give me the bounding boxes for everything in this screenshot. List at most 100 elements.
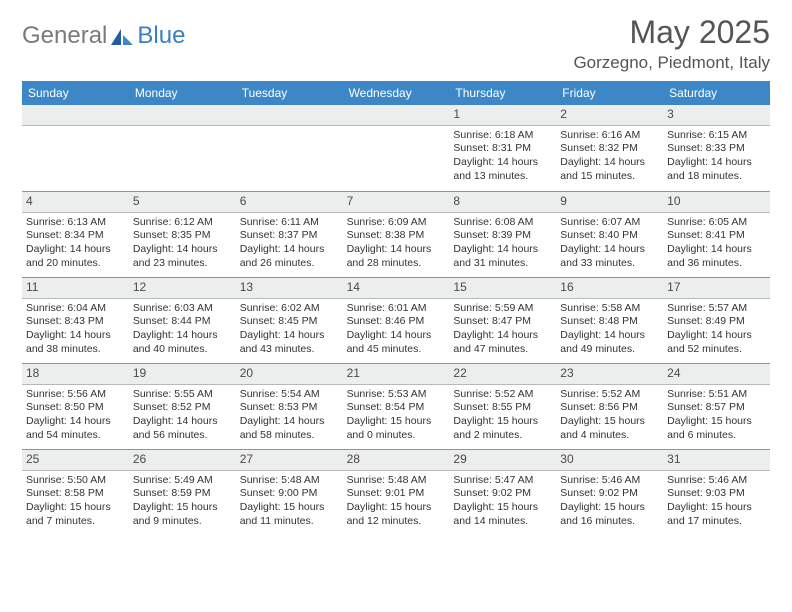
day-number-row: 16 [556, 277, 663, 299]
day-number-row: 28 [343, 449, 450, 471]
sunrise-text: Sunrise: 6:07 AM [560, 216, 659, 230]
sunrise-text: Sunrise: 6:04 AM [26, 302, 125, 316]
daylight-text: Daylight: 14 hours and 47 minutes. [453, 329, 552, 356]
dayname-header: Tuesday [236, 81, 343, 105]
sunset-text: Sunset: 8:54 PM [347, 401, 446, 415]
sunrise-text: Sunrise: 6:08 AM [453, 216, 552, 230]
calendar-page: General Blue May 2025 Gorzegno, Piedmont… [0, 0, 792, 545]
day-number-row: 15 [449, 277, 556, 299]
day-number: 4 [26, 194, 33, 208]
sunrise-text: Sunrise: 5:48 AM [347, 474, 446, 488]
calendar-day-cell: 31Sunrise: 5:46 AMSunset: 9:03 PMDayligh… [663, 449, 770, 535]
sunrise-text: Sunrise: 6:11 AM [240, 216, 339, 230]
day-number-row: 11 [22, 277, 129, 299]
title-block: May 2025 Gorzegno, Piedmont, Italy [573, 14, 770, 73]
calendar-day-cell: 22Sunrise: 5:52 AMSunset: 8:55 PMDayligh… [449, 363, 556, 449]
day-number-row: 19 [129, 363, 236, 385]
day-number-row: 18 [22, 363, 129, 385]
calendar-day-cell: 18Sunrise: 5:56 AMSunset: 8:50 PMDayligh… [22, 363, 129, 449]
day-number [133, 107, 136, 121]
calendar-empty-cell [343, 105, 450, 191]
day-number-row: 8 [449, 191, 556, 213]
page-header: General Blue May 2025 Gorzegno, Piedmont… [22, 14, 770, 73]
day-number-row: 17 [663, 277, 770, 299]
day-number: 23 [560, 366, 573, 380]
day-number-row: 4 [22, 191, 129, 213]
calendar-day-cell: 29Sunrise: 5:47 AMSunset: 9:02 PMDayligh… [449, 449, 556, 535]
calendar-day-cell: 13Sunrise: 6:02 AMSunset: 8:45 PMDayligh… [236, 277, 343, 363]
day-number-row: 25 [22, 449, 129, 471]
daylight-text: Daylight: 15 hours and 0 minutes. [347, 415, 446, 442]
sunset-text: Sunset: 8:41 PM [667, 229, 766, 243]
day-number-row: 1 [449, 105, 556, 126]
sunset-text: Sunset: 8:57 PM [667, 401, 766, 415]
day-number: 16 [560, 280, 573, 294]
calendar-day-cell: 11Sunrise: 6:04 AMSunset: 8:43 PMDayligh… [22, 277, 129, 363]
sunset-text: Sunset: 8:50 PM [26, 401, 125, 415]
day-number-row: 24 [663, 363, 770, 385]
day-number: 5 [133, 194, 140, 208]
dayname-header: Saturday [663, 81, 770, 105]
day-number: 29 [453, 452, 466, 466]
day-number: 12 [133, 280, 146, 294]
sunrise-text: Sunrise: 6:18 AM [453, 129, 552, 143]
sunrise-text: Sunrise: 5:52 AM [453, 388, 552, 402]
calendar-day-cell: 3Sunrise: 6:15 AMSunset: 8:33 PMDaylight… [663, 105, 770, 191]
sunrise-text: Sunrise: 6:12 AM [133, 216, 232, 230]
daylight-text: Daylight: 14 hours and 15 minutes. [560, 156, 659, 183]
daylight-text: Daylight: 14 hours and 33 minutes. [560, 243, 659, 270]
day-number: 14 [347, 280, 360, 294]
calendar-day-cell: 14Sunrise: 6:01 AMSunset: 8:46 PMDayligh… [343, 277, 450, 363]
daylight-text: Daylight: 14 hours and 26 minutes. [240, 243, 339, 270]
day-number: 7 [347, 194, 354, 208]
calendar-day-cell: 9Sunrise: 6:07 AMSunset: 8:40 PMDaylight… [556, 191, 663, 277]
sunrise-text: Sunrise: 6:15 AM [667, 129, 766, 143]
day-number-row: 10 [663, 191, 770, 213]
day-number: 25 [26, 452, 39, 466]
day-number: 27 [240, 452, 253, 466]
daylight-text: Daylight: 14 hours and 36 minutes. [667, 243, 766, 270]
daylight-text: Daylight: 15 hours and 14 minutes. [453, 501, 552, 528]
calendar-day-cell: 25Sunrise: 5:50 AMSunset: 8:58 PMDayligh… [22, 449, 129, 535]
daylight-text: Daylight: 15 hours and 2 minutes. [453, 415, 552, 442]
day-number-row: 3 [663, 105, 770, 126]
sunset-text: Sunset: 8:39 PM [453, 229, 552, 243]
sunset-text: Sunset: 8:40 PM [560, 229, 659, 243]
daylight-text: Daylight: 15 hours and 4 minutes. [560, 415, 659, 442]
day-number: 22 [453, 366, 466, 380]
sunset-text: Sunset: 8:45 PM [240, 315, 339, 329]
sunset-text: Sunset: 8:59 PM [133, 487, 232, 501]
daylight-text: Daylight: 14 hours and 40 minutes. [133, 329, 232, 356]
calendar-day-cell: 30Sunrise: 5:46 AMSunset: 9:02 PMDayligh… [556, 449, 663, 535]
brand-logo: General Blue [22, 14, 185, 50]
sunset-text: Sunset: 8:48 PM [560, 315, 659, 329]
day-number: 31 [667, 452, 680, 466]
day-number: 2 [560, 107, 567, 121]
calendar-day-cell: 15Sunrise: 5:59 AMSunset: 8:47 PMDayligh… [449, 277, 556, 363]
sunset-text: Sunset: 9:01 PM [347, 487, 446, 501]
calendar-day-cell: 27Sunrise: 5:48 AMSunset: 9:00 PMDayligh… [236, 449, 343, 535]
sunrise-text: Sunrise: 6:09 AM [347, 216, 446, 230]
day-number-row [129, 105, 236, 126]
daylight-text: Daylight: 15 hours and 12 minutes. [347, 501, 446, 528]
calendar-week: 25 Sunrise: 5:50 AMSunset: 8:58 PM Dayligh… [22, 449, 770, 535]
day-number-row: 22 [449, 363, 556, 385]
sunset-text: Sunset: 8:46 PM [347, 315, 446, 329]
sunrise-text: Sunrise: 5:57 AM [667, 302, 766, 316]
calendar-grid: SundayMondayTuesdayWednesdayThursdayFrid… [22, 81, 770, 535]
calendar-empty-cell [236, 105, 343, 191]
sunset-text: Sunset: 8:33 PM [667, 142, 766, 156]
sunset-text: Sunset: 8:32 PM [560, 142, 659, 156]
sunrise-text: Sunrise: 5:54 AM [240, 388, 339, 402]
calendar-day-cell: 24Sunrise: 5:51 AMSunset: 8:57 PMDayligh… [663, 363, 770, 449]
day-number: 11 [26, 280, 38, 294]
day-number-row: 12 [129, 277, 236, 299]
sunset-text: Sunset: 8:31 PM [453, 142, 552, 156]
sunset-text: Sunset: 8:56 PM [560, 401, 659, 415]
sunrise-text: Sunrise: 5:50 AM [26, 474, 125, 488]
day-number-row: 27 [236, 449, 343, 471]
day-number-row: 21 [343, 363, 450, 385]
weeks-container: 1 Sunrise: 6:18 AMSunset: 8:31 PM Daylight… [22, 105, 770, 535]
sunrise-text: Sunrise: 6:13 AM [26, 216, 125, 230]
sunset-text: Sunset: 8:58 PM [26, 487, 125, 501]
